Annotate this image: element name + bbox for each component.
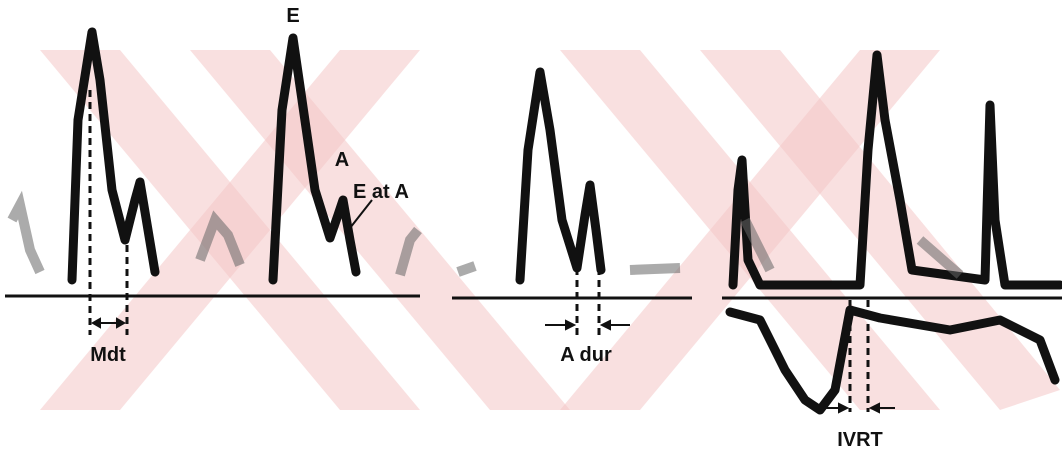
label-e-at-a: E at A [353, 181, 409, 203]
label-mdt: Mdt [90, 344, 126, 366]
label-e: E [286, 5, 299, 27]
label-ivrt: IVRT [837, 429, 883, 451]
diagram: E A E at A Mdt A dur IVRT [0, 0, 1062, 461]
label-a-dur: A dur [560, 344, 612, 366]
label-a: A [335, 149, 349, 171]
